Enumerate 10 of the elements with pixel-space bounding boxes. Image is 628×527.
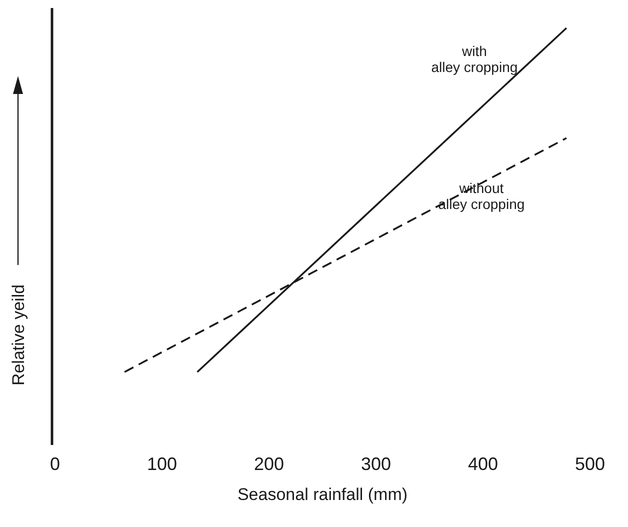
y-axis-title: Relative yeild [9, 284, 28, 386]
x-axis-title: Seasonal rainfall (mm) [237, 485, 408, 504]
x-tick-label: 0 [50, 454, 60, 474]
x-tick-label: 500 [574, 454, 606, 474]
series-label: with alley cropping [431, 43, 518, 76]
x-tick-label: 300 [360, 454, 392, 474]
x-tick-label: 100 [146, 454, 178, 474]
x-tick-label: 400 [468, 454, 498, 474]
series-label: without alley cropping [438, 180, 525, 212]
x-tick-label: 200 [254, 454, 284, 474]
